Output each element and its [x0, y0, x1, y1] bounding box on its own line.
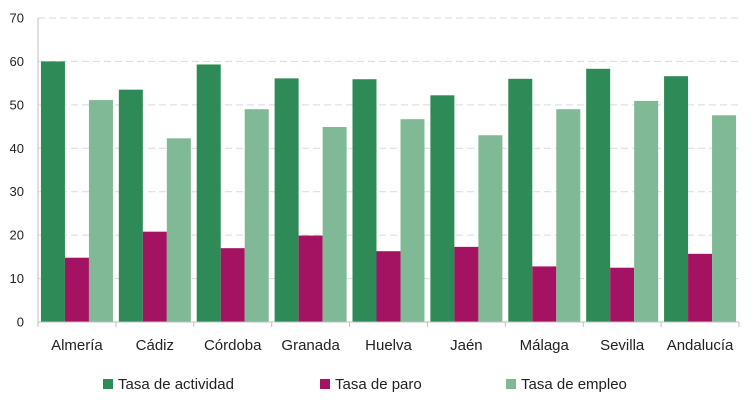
- axes: 0 10 20 30 40 50 60 70 Almería Cádiz Córdoba Granad…: [10, 11, 740, 354]
- y-tick-label: 60: [10, 54, 24, 69]
- bar-tasa-de-empleo-2: Tasa de empleo — Córdoba: 49: [244, 109, 269, 322]
- bar-tasa-de-paro-4: Tasa de paro — Huelva: 16.3: [376, 251, 401, 322]
- x-category-label: Sevilla: [600, 337, 645, 354]
- y-tick-label: 10: [10, 271, 24, 286]
- bar-tasa-de-actividad-1: Tasa de actividad — Cádiz: 53.5: [118, 89, 143, 323]
- y-tick-label: 70: [10, 11, 24, 26]
- bar-tasa-de-actividad-8: Tasa de actividad — Andalucía: 56.6: [664, 76, 689, 323]
- x-category-label: Córdoba: [204, 337, 262, 354]
- x-category-label: Andalucía: [667, 337, 734, 354]
- bar-tasa-de-actividad-4: Tasa de actividad — Huelva: 55.9: [352, 79, 377, 322]
- bar-tasa-de-empleo-4: Tasa de empleo — Huelva: 46.7: [400, 119, 425, 322]
- legend-label: Tasa de empleo: [521, 376, 627, 393]
- legend-label: Tasa de actividad: [118, 376, 234, 393]
- bar-tasa-de-actividad-2: Tasa de actividad — Córdoba: 59.3: [196, 64, 221, 323]
- bar-tasa-de-paro-8: Tasa de paro — Andalucía: 15.7: [688, 253, 713, 322]
- bar-tasa-de-actividad-6: Tasa de actividad — Málaga: 56: [508, 78, 533, 322]
- legend-swatch: [320, 379, 330, 389]
- legend-swatch: [103, 379, 113, 389]
- bar-tasa-de-actividad-3: Tasa de actividad — Granada: 56.1: [274, 78, 299, 322]
- legend-label: Tasa de paro: [335, 376, 422, 393]
- bar-tasa-de-actividad-5: Tasa de actividad — Jaén: 52.2: [430, 95, 455, 322]
- x-category-label: Granada: [281, 337, 340, 354]
- bar-tasa-de-paro-0: Tasa de paro — Almería: 14.8: [64, 257, 89, 322]
- bar-tasa-de-paro-1: Tasa de paro — Cádiz: 20.8: [142, 231, 167, 322]
- bar-tasa-de-actividad-7: Tasa de actividad — Sevilla: 58.3: [586, 68, 611, 322]
- x-category-label: Málaga: [520, 337, 570, 354]
- y-tick-label: 20: [10, 228, 24, 243]
- bar-tasa-de-actividad-0: Tasa de actividad — Almería: 60: [40, 61, 65, 323]
- x-category-label: Almería: [51, 337, 103, 354]
- x-category-label: Jaén: [450, 337, 483, 354]
- legend-swatch: [506, 379, 516, 389]
- y-tick-label: 30: [10, 184, 24, 199]
- legend: Tasa de actividad Tasa de paro Tasa de emp…: [103, 376, 627, 393]
- bar-tasa-de-paro-5: Tasa de paro — Jaén: 17.3: [454, 246, 479, 322]
- x-category-label: Cádiz: [136, 337, 174, 354]
- bar-tasa-de-empleo-5: Tasa de empleo — Jaén: 43: [478, 135, 503, 322]
- bar-tasa-de-empleo-7: Tasa de empleo — Sevilla: 50.9: [634, 100, 659, 322]
- y-tick-label: 0: [17, 315, 24, 330]
- x-category-label: Huelva: [365, 337, 412, 354]
- y-tick-label: 40: [10, 141, 24, 156]
- bar-tasa-de-paro-3: Tasa de paro — Granada: 19.9: [298, 235, 323, 322]
- bar-tasa-de-paro-7: Tasa de paro — Sevilla: 12.5: [610, 267, 635, 322]
- bar-tasa-de-paro-6: Tasa de paro — Málaga: 12.8: [532, 266, 557, 322]
- bars: Tasa de actividad — Almería: 60Tasa de p…: [40, 61, 737, 323]
- bar-tasa-de-empleo-3: Tasa de empleo — Granada: 44.9: [322, 127, 347, 323]
- bar-tasa-de-empleo-1: Tasa de empleo — Cádiz: 42.3: [166, 138, 191, 322]
- bar-tasa-de-empleo-8: Tasa de empleo — Andalucía: 47.6: [712, 115, 737, 322]
- bar-tasa-de-paro-2: Tasa de paro — Córdoba: 17: [220, 248, 245, 322]
- y-tick-label: 50: [10, 97, 24, 112]
- bar-tasa-de-empleo-6: Tasa de empleo — Málaga: 49: [556, 109, 581, 322]
- bar-tasa-de-empleo-0: Tasa de empleo — Almería: 51.1: [88, 100, 113, 322]
